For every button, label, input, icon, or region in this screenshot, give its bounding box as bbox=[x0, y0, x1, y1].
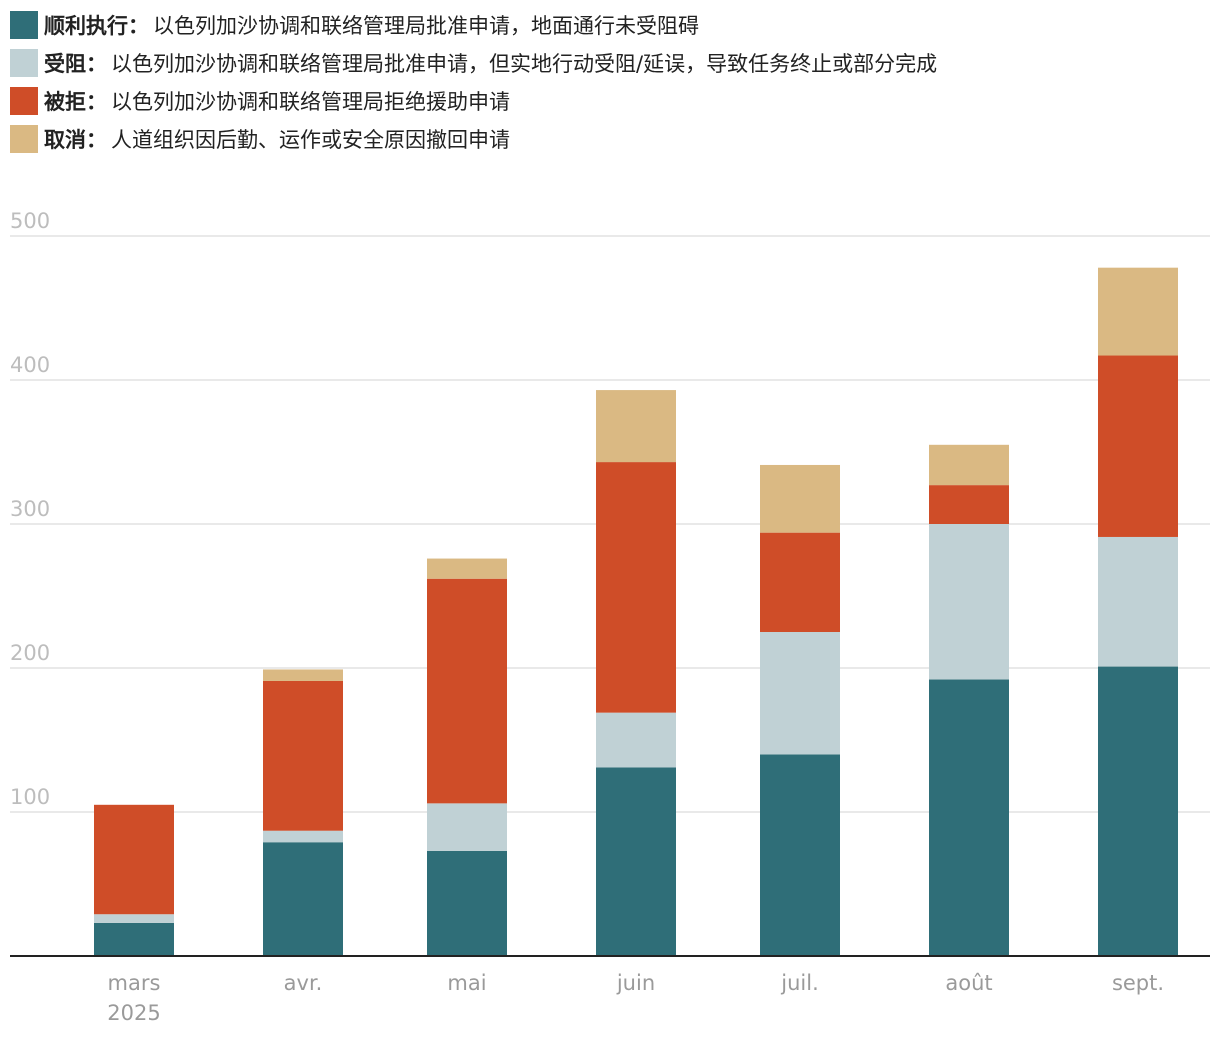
bar-segment-5-3 bbox=[929, 444, 1009, 486]
x-tick-label: sept. bbox=[1112, 971, 1164, 995]
bar-segment-5-2 bbox=[929, 485, 1009, 524]
legend-swatch-success bbox=[10, 11, 38, 39]
y-tick-label: 100 bbox=[10, 785, 50, 809]
x-tick-label: août bbox=[945, 971, 992, 995]
bar-segment-5-0 bbox=[929, 679, 1009, 956]
legend-label-success: 顺利执行： bbox=[44, 14, 149, 38]
bar-segment-3-2 bbox=[596, 462, 676, 713]
legend-item-blocked: 受阻： 以色列加沙协调和联络管理局批准申请，但实地行动受阻/延误，导致任务终止或… bbox=[10, 44, 1210, 82]
x-tick-label: mai bbox=[447, 971, 486, 995]
bar-segment-6-0 bbox=[1098, 666, 1178, 956]
bar-segment-4-1 bbox=[760, 632, 840, 755]
bar-segment-5-1 bbox=[929, 524, 1009, 680]
y-tick-label: 400 bbox=[10, 353, 50, 377]
bar-segment-2-2 bbox=[427, 578, 507, 804]
bar-segment-4-3 bbox=[760, 464, 840, 533]
x-tick-label: avr. bbox=[284, 971, 323, 995]
legend-desc-cancelled: 人道组织因后勤、运作或安全原因撤回申请 bbox=[111, 128, 510, 152]
x-tick-label: mars bbox=[108, 971, 161, 995]
x-tick-label: juil. bbox=[780, 971, 819, 995]
bar-segment-2-1 bbox=[427, 803, 507, 851]
legend-desc-denied: 以色列加沙协调和联络管理局拒绝援助申请 bbox=[111, 90, 510, 114]
bar-segment-6-3 bbox=[1098, 267, 1178, 356]
x-axis-labels: mars 2025 avr. mai juin juil. août sept. bbox=[107, 971, 1164, 1025]
bar-segment-1-1 bbox=[263, 830, 343, 843]
x-tick-label: juin bbox=[616, 971, 655, 995]
bar-segment-1-0 bbox=[263, 842, 343, 956]
legend-label-blocked: 受阻： bbox=[44, 52, 107, 76]
bar-segment-6-1 bbox=[1098, 536, 1178, 667]
bar-segment-1-3 bbox=[263, 669, 343, 681]
bar-segment-6-2 bbox=[1098, 355, 1178, 537]
bar-segment-3-3 bbox=[596, 390, 676, 463]
bar-segment-0-1 bbox=[94, 914, 174, 923]
legend-item-denied: 被拒： 以色列加沙协调和联络管理局拒绝援助申请 bbox=[10, 82, 1210, 120]
bar-segment-0-0 bbox=[94, 922, 174, 956]
legend-swatch-denied bbox=[10, 87, 38, 115]
bar-segment-1-2 bbox=[263, 680, 343, 831]
bar-segment-2-0 bbox=[427, 850, 507, 956]
y-tick-label: 500 bbox=[10, 209, 50, 233]
legend-item-cancelled: 取消： 人道组织因后勤、运作或安全原因撤回申请 bbox=[10, 120, 1210, 158]
legend-swatch-cancelled bbox=[10, 125, 38, 153]
legend-item-success: 顺利执行： 以色列加沙协调和联络管理局批准申请，地面通行未受阻碍 bbox=[10, 6, 1210, 44]
legend-label-denied: 被拒： bbox=[44, 90, 107, 114]
bar-segment-3-0 bbox=[596, 767, 676, 956]
bars bbox=[94, 267, 1178, 956]
legend-desc-blocked: 以色列加沙协调和联络管理局批准申请，但实地行动受阻/延误，导致任务终止或部分完成 bbox=[111, 52, 938, 76]
y-tick-label: 200 bbox=[10, 641, 50, 665]
bar-segment-4-2 bbox=[760, 532, 840, 632]
x-tick-sublabel: 2025 bbox=[107, 1001, 160, 1025]
legend-swatch-blocked bbox=[10, 49, 38, 77]
bar-segment-3-1 bbox=[596, 712, 676, 768]
bar-segment-0-2 bbox=[94, 804, 174, 915]
legend-label-cancelled: 取消： bbox=[44, 128, 107, 152]
y-tick-label: 300 bbox=[10, 497, 50, 521]
bar-segment-2-3 bbox=[427, 558, 507, 579]
bar-segment-4-0 bbox=[760, 754, 840, 956]
legend-desc-success: 以色列加沙协调和联络管理局批准申请，地面通行未受阻碍 bbox=[153, 14, 699, 38]
legend: 顺利执行： 以色列加沙协调和联络管理局批准申请，地面通行未受阻碍 受阻： 以色列… bbox=[10, 6, 1210, 158]
